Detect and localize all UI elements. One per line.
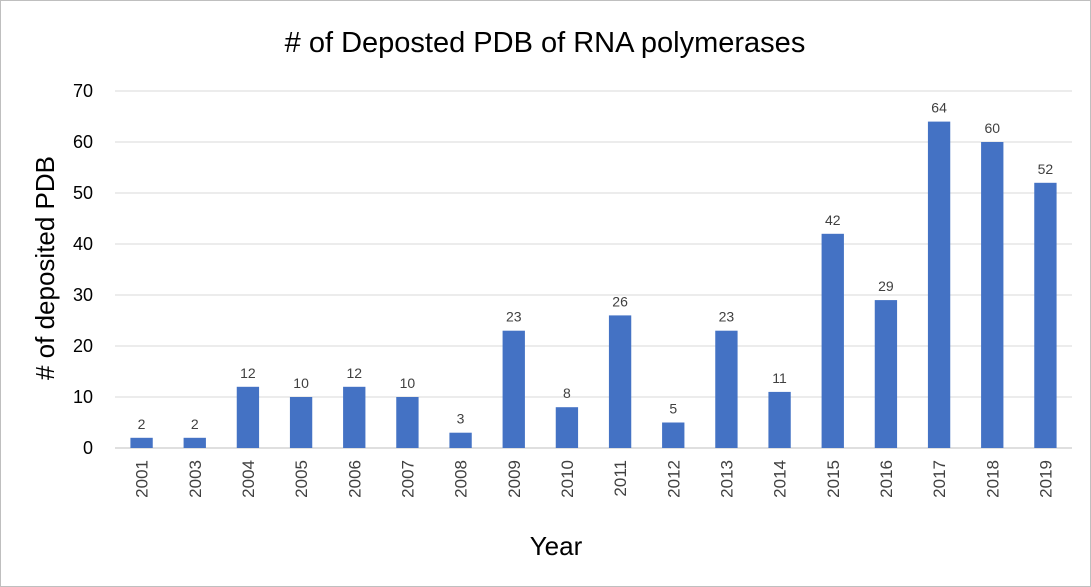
data-label-2009: 23 [506,309,522,325]
y-tick-label: 10 [73,387,93,407]
x-tick-label: 2004 [239,460,258,498]
bar-2009 [502,330,525,448]
data-label-2018: 60 [984,120,1000,136]
y-tick-label: 20 [73,336,93,356]
y-tick-label: 70 [73,81,93,101]
x-tick-label: 2014 [771,460,790,498]
data-label-2003: 2 [191,416,199,432]
bar-2019 [1034,182,1057,449]
bar-2011 [608,315,632,448]
x-tick-label: 2006 [345,460,364,498]
data-label-2011: 26 [612,293,628,309]
data-label-2015: 42 [825,212,841,228]
bar-2001 [130,437,153,448]
data-label-2016: 29 [878,278,894,294]
data-label-2019: 52 [1038,161,1054,177]
x-tick-label: 2005 [292,460,311,498]
y-tick-label: 60 [73,132,93,152]
x-tick-label: 2007 [398,460,417,498]
bar-2006 [343,386,366,448]
x-tick-label: 2001 [133,460,152,498]
x-tick-label: 2018 [983,460,1002,498]
data-label-2005: 10 [293,375,309,391]
x-tick-label: 2011 [611,460,630,497]
bar-2005 [289,397,313,448]
bar-2014 [768,391,791,448]
y-tick-label: 30 [73,285,93,305]
data-label-2006: 12 [346,365,362,381]
data-label-2012: 5 [669,401,677,417]
bar-2013 [715,330,738,448]
y-axis-label: # of deposited PDB [30,156,60,380]
data-label-2004: 12 [240,365,256,381]
bar-2017 [927,121,951,448]
data-label-2008: 3 [457,411,465,427]
x-tick-label: 2012 [664,460,683,498]
data-label-2001: 2 [138,416,146,432]
x-tick-label: 2009 [505,460,524,498]
x-tick-label: 2016 [877,460,896,498]
bar-2004 [236,386,260,448]
y-tick-label: 40 [73,234,93,254]
x-tick-label: 2015 [824,460,843,498]
y-tick-label: 0 [83,438,93,458]
x-tick-label: 2008 [452,460,471,498]
data-label-2017: 64 [931,100,947,116]
bar-2016 [874,300,898,448]
x-tick-label: 2017 [930,460,949,498]
chart-title: # of Deposted PDB of RNA polymerases [285,27,806,59]
bar-2008 [449,432,472,448]
x-tick-label: 2010 [558,460,577,498]
bar-2003 [183,437,206,448]
x-tick-label: 2013 [717,460,736,498]
data-label-2013: 23 [719,309,735,325]
bar-2018 [981,142,1004,448]
y-tick-label: 50 [73,183,93,203]
data-label-2007: 10 [400,375,416,391]
bar-2010 [555,407,579,448]
x-axis-label: Year [530,531,583,561]
x-tick-label: 2019 [1036,460,1055,498]
data-label-2010: 8 [563,385,571,401]
bar-2007 [396,397,419,448]
bar-2012 [662,422,685,448]
data-label-2014: 11 [772,370,787,386]
x-tick-label: 2003 [186,460,205,498]
bar-2015 [821,233,844,448]
